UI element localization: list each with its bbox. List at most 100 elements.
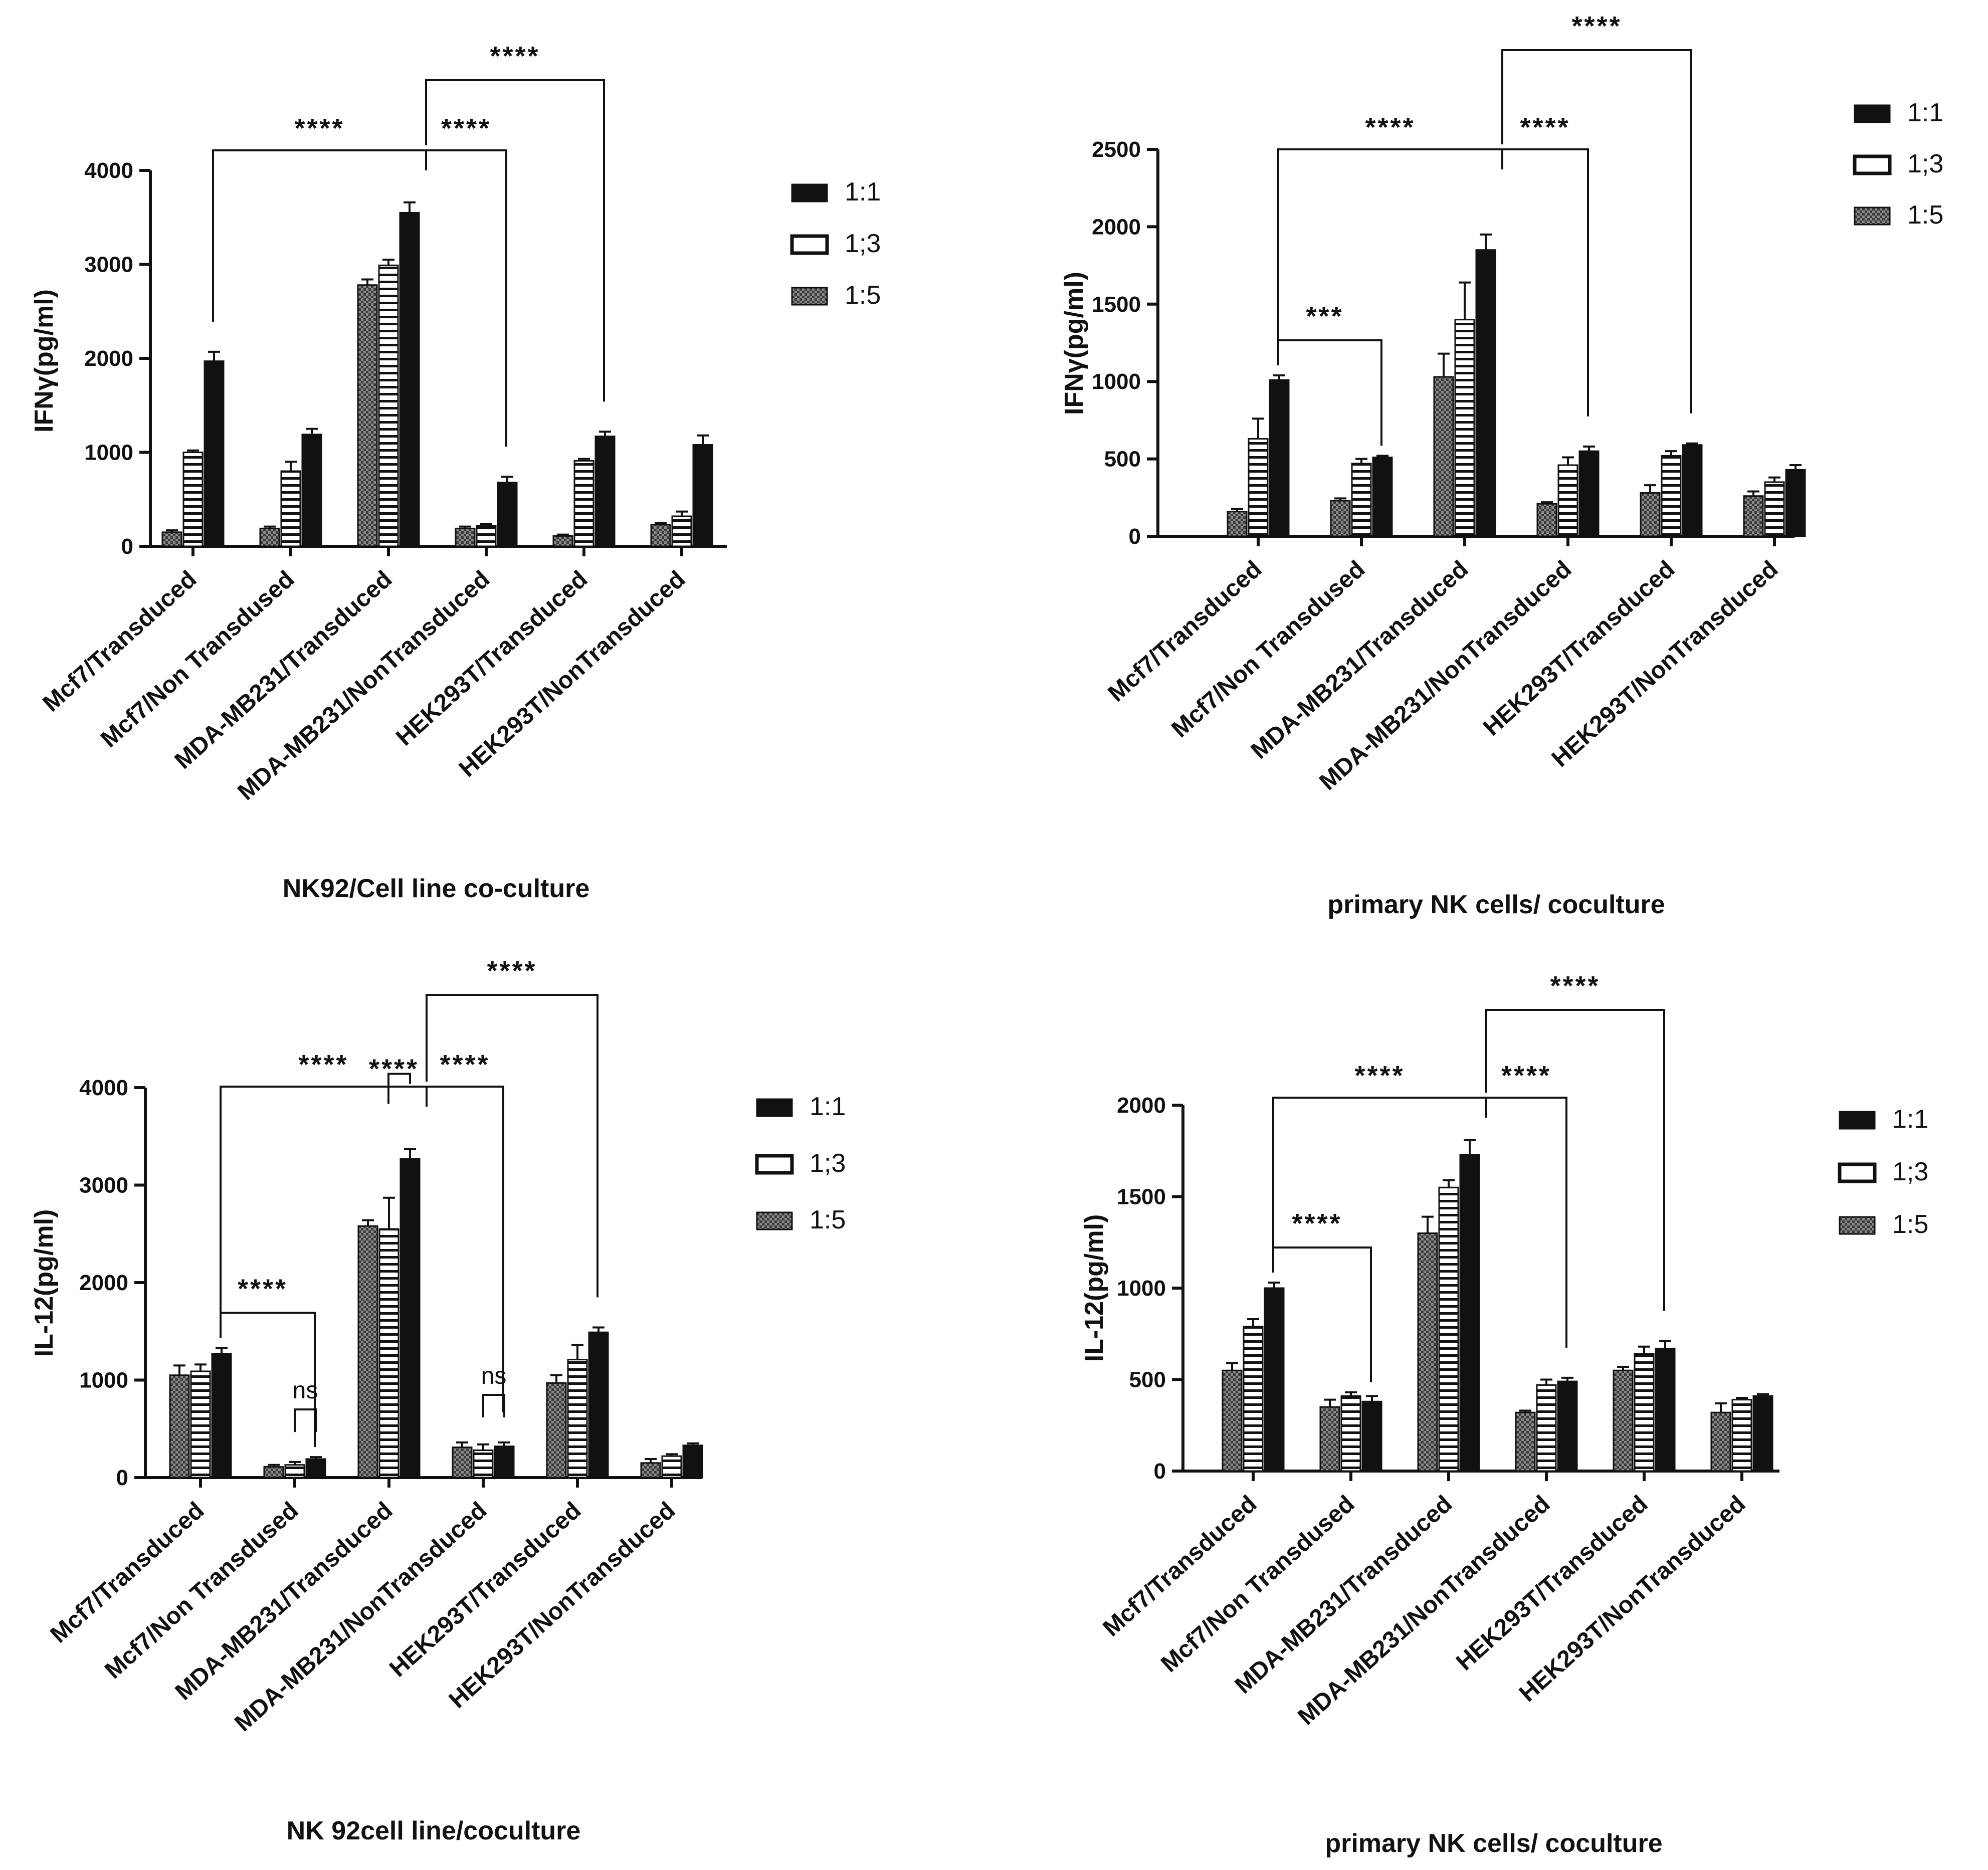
legend-swatch-solid [756,1098,793,1117]
legend-label: 1;3 [810,1149,846,1178]
chart-panel-4: 0 500 1000 1500 2000 IL-12(pg/ml) primary NK c… [1080,971,1928,1858]
bar [1330,500,1351,537]
y-tick-label: 2000 [1092,215,1141,239]
bar [1454,319,1475,537]
legend-swatch-hatched [791,287,828,306]
bar [671,515,692,547]
bar [1351,463,1372,537]
significance-bracket [387,1073,411,1104]
y-tick-label: 0 [1129,524,1141,549]
significance-bracket [1485,1009,1665,1311]
legend-label: 1:5 [1907,200,1943,230]
significance-label: **** [1354,1061,1405,1091]
bar [305,1458,326,1479]
bar [1515,1411,1536,1472]
y-tick-label: 2000 [84,346,133,371]
bar [682,1444,703,1479]
significance-label: **** [238,1274,288,1304]
bar [1243,1326,1264,1472]
bar [1264,1287,1285,1472]
bar [588,1331,609,1479]
significance-label: **** [1292,1208,1342,1238]
bar [1536,503,1557,537]
legend-label: 1;3 [845,229,881,258]
legend-swatch-solid [791,183,828,202]
category-label: HEK293T/Transduced [1451,1491,1653,1676]
significance-label: **** [487,956,537,986]
significance-bracket [426,1086,504,1412]
significance-bracket [1485,1097,1567,1348]
legend: 1:1 1;3 1:5 [790,177,881,310]
x-axis-title: primary NK cells/ coculture [1325,1829,1662,1858]
bar [357,1225,378,1479]
bar [1459,1154,1480,1472]
significance-bracket [1272,1246,1372,1383]
y-tick-label: 3000 [84,253,133,277]
y-axis-title: IFNγ(pg/ml) [1060,272,1089,415]
bar [473,1449,494,1479]
y-tick-label: 500 [1129,1368,1166,1392]
bar [259,527,280,547]
bar [650,524,671,547]
bar [182,452,204,547]
bar [1340,1395,1361,1472]
category-label: HEK293T/Transduced [1478,556,1680,741]
y-tick-label: 1000 [79,1368,128,1393]
chart-panel-2: 0 500 1000 1500 2000 2500 IFNγ(pg/ml) primary N… [1060,11,1943,919]
bar [1655,1347,1676,1472]
bar [1731,1399,1752,1472]
bar [1433,376,1454,537]
bar [1634,1353,1655,1472]
significance-bracket [482,1393,505,1417]
legend-swatch-open [1838,1162,1877,1183]
legend-swatch-open [1853,154,1892,175]
bar [1578,450,1600,537]
significance-bracket [1277,148,1502,345]
bar [1248,438,1269,537]
bar [594,436,616,547]
significance-bracket [425,79,605,402]
y-axis-title: IL-12(pg/ml) [1080,1214,1109,1362]
significance-bracket [1501,148,1589,417]
bar [692,444,713,547]
y-tick-label: 1000 [1117,1276,1166,1301]
legend-swatch-hatched [1839,1216,1876,1235]
legend-label: 1:5 [810,1205,846,1234]
y-tick-label: 2500 [1092,137,1141,162]
bar [204,360,225,547]
bar [357,284,378,547]
significance-label: **** [440,1050,490,1080]
bar [211,1353,232,1479]
bar [263,1466,284,1479]
bar [1557,464,1578,537]
bar [452,1446,473,1479]
bar [494,1445,515,1479]
legend-label: 1;3 [1907,149,1943,178]
significance-bracket [212,149,426,322]
bar [552,535,573,547]
bar [378,1228,400,1479]
bar [476,525,497,547]
significance-label: ns [293,1377,318,1404]
y-tick-label: 1500 [1117,1185,1166,1209]
category-label: Mcf7/Non Transdused [96,566,299,753]
legend-label: 1:1 [1892,1105,1928,1134]
bar [1438,1186,1459,1472]
bar [190,1370,211,1479]
bar [1319,1406,1340,1472]
bar [1752,1395,1773,1472]
bar [567,1359,588,1479]
significance-label: ns [481,1363,507,1389]
bar [284,1464,305,1479]
category-label: Mcf7/Non Transdused [1156,1491,1359,1678]
significance-bracket [220,1312,316,1447]
bar [1682,444,1703,537]
legend: 1:1 1;3 1:5 [755,1092,846,1234]
legend-label: 1;3 [1892,1157,1928,1186]
bar [546,1382,567,1479]
significance-label: **** [441,113,491,143]
legend-label: 1:5 [845,281,881,310]
bar [1372,457,1393,537]
legend-label: 1:5 [1892,1210,1928,1239]
significance-label: *** [1306,301,1343,331]
